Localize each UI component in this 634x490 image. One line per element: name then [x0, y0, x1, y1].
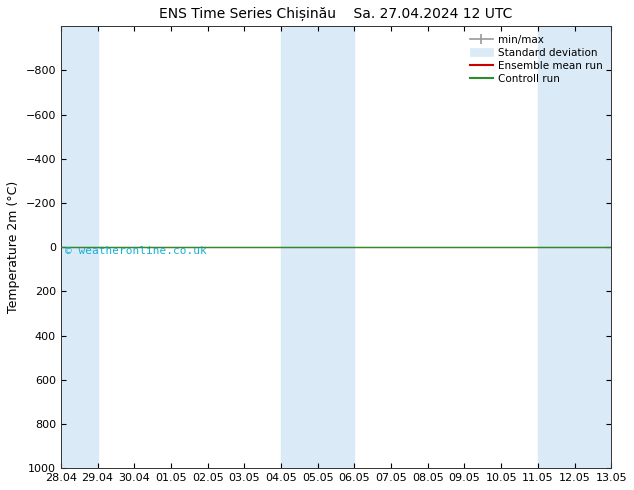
- Bar: [281, 26, 354, 468]
- Bar: [538, 26, 611, 468]
- Bar: [61, 26, 98, 468]
- Text: © weatheronline.co.uk: © weatheronline.co.uk: [65, 246, 206, 256]
- Legend: min/max, Standard deviation, Ensemble mean run, Controll run: min/max, Standard deviation, Ensemble me…: [467, 31, 606, 87]
- Y-axis label: Temperature 2m (°C): Temperature 2m (°C): [7, 181, 20, 314]
- Title: ENS Time Series Chișinău    Sa. 27.04.2024 12 UTC: ENS Time Series Chișinău Sa. 27.04.2024 …: [159, 7, 513, 21]
